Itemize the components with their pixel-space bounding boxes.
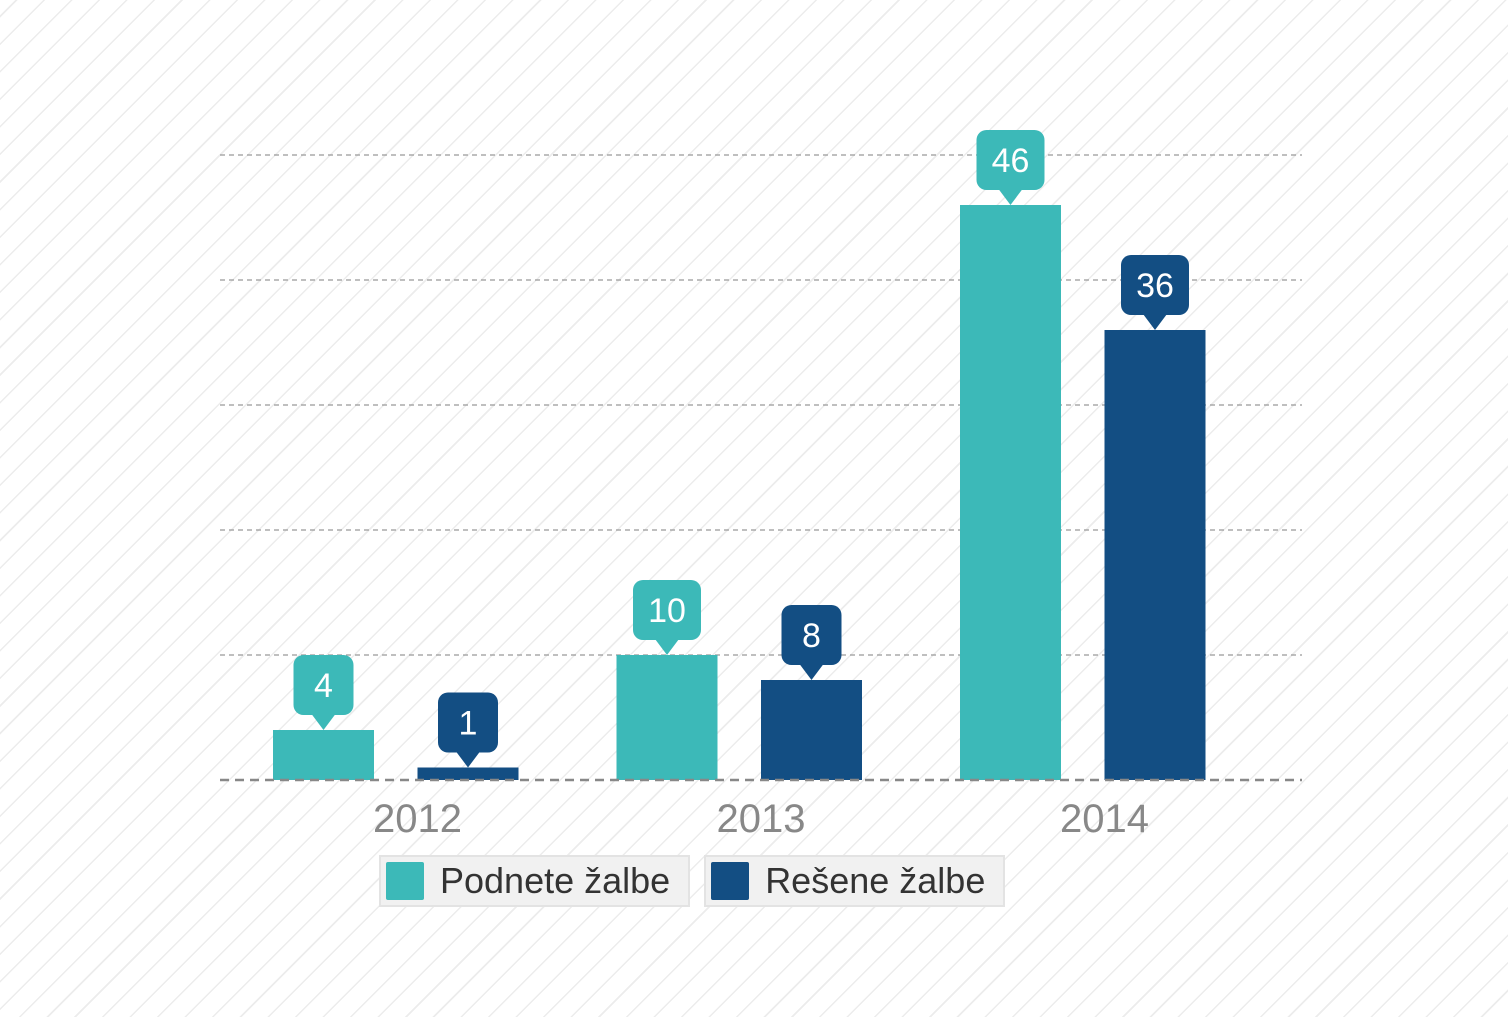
- x-tick-label: 2014: [1060, 797, 1149, 841]
- data-label-callout: [633, 580, 701, 640]
- bar: [1104, 330, 1206, 780]
- x-tick-label: 2013: [717, 797, 806, 841]
- legend-item-resene[interactable]: Rešene žalbe: [704, 855, 1006, 907]
- bar: [616, 655, 718, 780]
- legend-swatch: [711, 862, 750, 900]
- data-label-callout: [781, 605, 842, 665]
- data-label-callout: [438, 692, 498, 753]
- data-label: 36: [1136, 267, 1174, 305]
- data-label-pointer: [998, 189, 1023, 205]
- bar: [960, 205, 1061, 780]
- data-label-pointer: [1143, 314, 1167, 330]
- data-label-callout: [1121, 255, 1189, 315]
- bar: [273, 730, 374, 780]
- data-label: 46: [992, 142, 1030, 180]
- data-label-pointer: [456, 751, 480, 768]
- legend: Podnete žalbe Rešene žalbe: [379, 855, 1006, 907]
- legend-label: Rešene žalbe: [765, 860, 986, 901]
- data-label-callout: [976, 130, 1045, 190]
- bar: [761, 680, 862, 780]
- x-tick-label: 2012: [373, 797, 462, 841]
- data-label-pointer: [799, 664, 824, 680]
- data-label-callout: [293, 655, 354, 715]
- data-label: 8: [802, 617, 821, 655]
- data-label: 1: [459, 705, 478, 743]
- data-label: 10: [648, 592, 686, 630]
- legend-label: Podnete žalbe: [440, 860, 671, 901]
- data-label: 4: [314, 667, 333, 705]
- legend-item-podnete[interactable]: Podnete žalbe: [379, 855, 691, 907]
- data-label-pointer: [655, 639, 679, 655]
- bar: [417, 767, 519, 780]
- data-label-pointer: [311, 714, 336, 730]
- legend-swatch: [386, 862, 424, 900]
